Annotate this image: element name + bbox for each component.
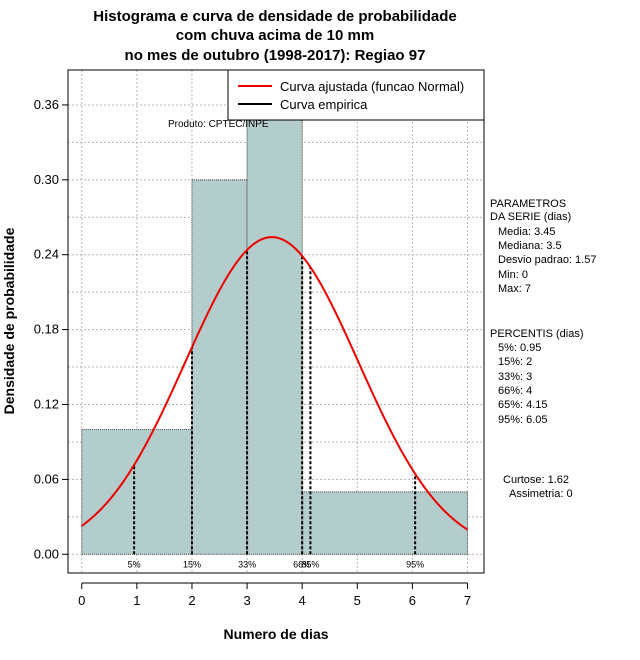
percentile-lines: 5% 15% 33% 66%85% 95%	[128, 249, 424, 569]
histogram-bar	[191, 179, 248, 555]
stat-mediana: Mediana: 3.5	[498, 240, 562, 252]
pct-95: 95%: 6.05	[498, 414, 548, 426]
y-tick-label: 0.24	[34, 247, 59, 262]
pct-33: 33%: 3	[498, 371, 532, 383]
percentile-label: 15%	[183, 559, 201, 569]
x-axis-title: Numero de dias	[223, 626, 328, 642]
pct-66: 66%: 4	[498, 385, 532, 397]
percentile-label: 5%	[128, 559, 141, 569]
params-title-1: PARAMETROS	[490, 198, 566, 210]
percentile-label: 95%	[406, 559, 424, 569]
x-tick-label: 5	[354, 593, 361, 608]
y-tick-label: 0.36	[34, 97, 59, 112]
stat-min: Min: 0	[498, 269, 528, 281]
legend-box	[227, 69, 485, 121]
pct-85: 65%: 4.15	[498, 399, 548, 411]
chart-title-line-2: com chuva acima de 10 mm	[176, 27, 374, 44]
histogram-bar	[246, 116, 303, 555]
x-tick-label: 4	[299, 593, 306, 608]
pct-title: PERCENTIS (dias)	[490, 328, 584, 340]
percentile-label: 85%	[301, 559, 319, 569]
histogram-bars	[81, 116, 468, 555]
y-tick-label: 0.12	[34, 397, 59, 412]
histogram-bar	[301, 491, 468, 555]
normal-curve	[81, 236, 469, 531]
credit-label: Produto: CPTEC/INPE	[168, 119, 269, 130]
x-tick-label: 1	[133, 593, 140, 608]
legend: Curva ajustada (funcao Normal) Curva emp…	[227, 69, 485, 121]
normal-curve-group	[81, 236, 469, 531]
pct-5: 5%: 0.95	[498, 342, 541, 354]
legend-label-empirical: Curva empirica	[280, 97, 368, 112]
stat-media: Media: 3.45	[498, 226, 555, 238]
y-tick-label: 0.18	[34, 322, 59, 337]
y-axis-title: Densidade de probabilidade	[1, 227, 17, 414]
x-tick-label: 6	[409, 593, 416, 608]
stat-desvio: Desvio padrao: 1.57	[498, 254, 596, 266]
axes: 0 1 2 3 4 5 6 7 0.00 0.06 0.12 0.18 0.24 0.30 0.36	[34, 97, 471, 608]
stat-curtose: Curtose: 1.62	[503, 474, 569, 486]
legend-label-normal: Curva ajustada (funcao Normal)	[280, 79, 464, 94]
x-tick-label: 0	[78, 593, 85, 608]
y-tick-label: 0.06	[34, 471, 59, 486]
y-tick-label: 0.30	[34, 172, 59, 187]
params-title-2: DA SERIE (dias)	[490, 211, 571, 223]
x-tick-label: 3	[243, 593, 250, 608]
percentile-label: 33%	[238, 559, 256, 569]
stat-max: Max: 7	[498, 283, 531, 295]
stat-assimetria: Assimetria: 0	[509, 488, 573, 500]
x-tick-label: 7	[464, 593, 471, 608]
pct-15: 15%: 2	[498, 356, 532, 368]
y-tick-label: 0.00	[34, 546, 59, 561]
chart-title-line-1: Histograma e curva de densidade de proba…	[93, 8, 456, 25]
histogram-bar	[81, 428, 193, 555]
x-tick-label: 2	[188, 593, 195, 608]
side-panel: PARAMETROS DA SERIE (dias) Media: 3.45 M…	[490, 198, 596, 500]
chart-title-line-3: no mes de outubro (1998-2017): Regiao 97	[125, 47, 426, 64]
percentile-label: 66%	[293, 559, 311, 569]
